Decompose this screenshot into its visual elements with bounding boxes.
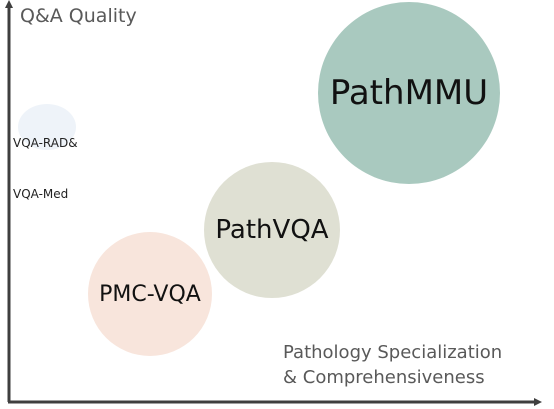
bubble-vqa-rad-med-label: VQA-RAD& VQA-Med bbox=[13, 101, 78, 237]
bubble-pathvqa-label: PathVQA bbox=[215, 215, 329, 245]
bubble-pathmmu: PathMMU bbox=[318, 2, 500, 184]
y-axis-label: Q&A Quality bbox=[20, 5, 137, 27]
bubble-vqa-rad-med bbox=[18, 104, 76, 150]
bubble-pmc-vqa-label: PMC-VQA bbox=[99, 281, 201, 307]
bubble-pathvqa: PathVQA bbox=[204, 162, 340, 298]
bubble-vqa-rad-med-label-line1: VQA-RAD& bbox=[13, 136, 78, 150]
x-axis-label-line1: Pathology Specialization bbox=[283, 342, 503, 363]
x-axis-label: Pathology Specialization & Comprehensive… bbox=[283, 340, 502, 390]
x-axis-label-line2: & Comprehensiveness bbox=[283, 367, 485, 388]
bubble-vqa-rad-med-label-line2: VQA-Med bbox=[13, 187, 69, 201]
bubble-pmc-vqa: PMC-VQA bbox=[88, 232, 212, 356]
bubble-pathmmu-label: PathMMU bbox=[329, 73, 489, 113]
